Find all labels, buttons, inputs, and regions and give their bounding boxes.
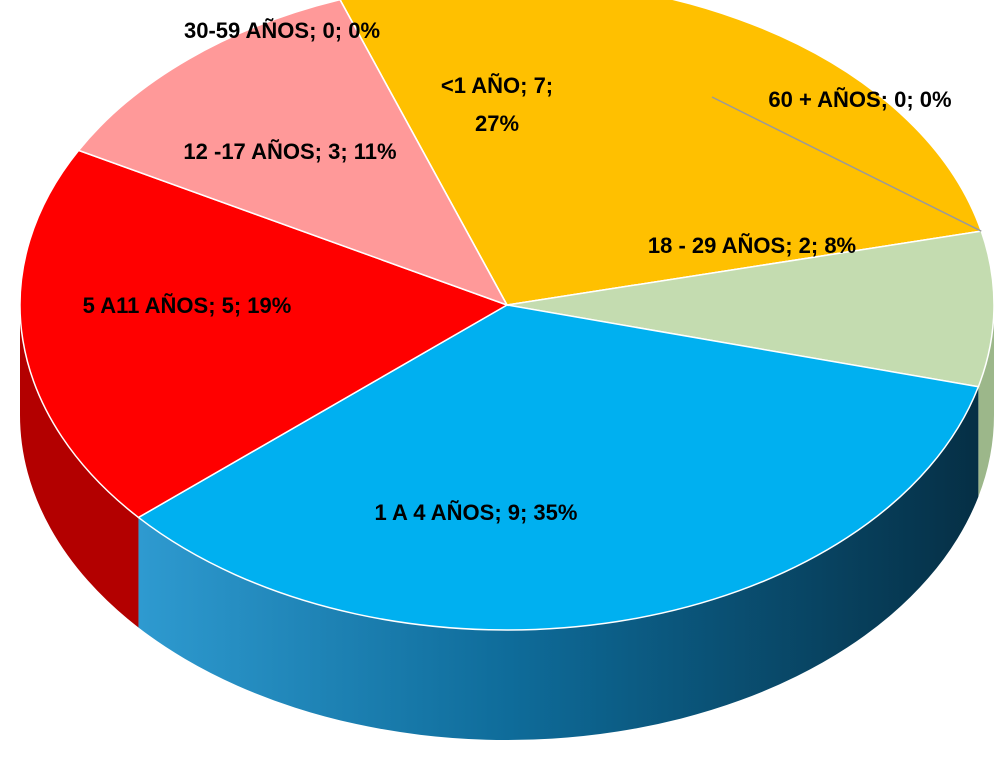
leader-lines — [711, 96, 982, 232]
slice-side-2 — [978, 305, 994, 497]
label-18-29: 18 - 29 AÑOS; 2; 8% — [648, 233, 856, 258]
slice-2 — [506, 230, 995, 388]
label-menor-1-line2: 27% — [475, 111, 519, 136]
pie-slices — [19, 0, 995, 631]
pie-sides — [20, 305, 994, 741]
slice-side-3 — [138, 386, 979, 741]
label-60-plus: 60 + AÑOS; 0; 0% — [768, 87, 951, 112]
slice-0 — [339, 0, 983, 306]
leader-line-60-plus — [711, 96, 982, 232]
slice-5 — [77, 0, 509, 307]
label-12-17: 12 -17 AÑOS; 3; 11% — [183, 139, 396, 164]
label-5-11: 5 A11 AÑOS; 5; 19% — [83, 293, 292, 318]
slice-side-4 — [20, 305, 139, 628]
label-30-59: 30-59 AÑOS; 0; 0% — [184, 18, 380, 43]
label-menor-1-line1: <1 AÑO; 7; — [441, 73, 553, 98]
slice-4 — [19, 149, 509, 519]
slice-6 — [339, 0, 508, 306]
slice-3 — [137, 304, 980, 631]
label-1-4: 1 A 4 AÑOS; 9; 35% — [375, 500, 578, 525]
